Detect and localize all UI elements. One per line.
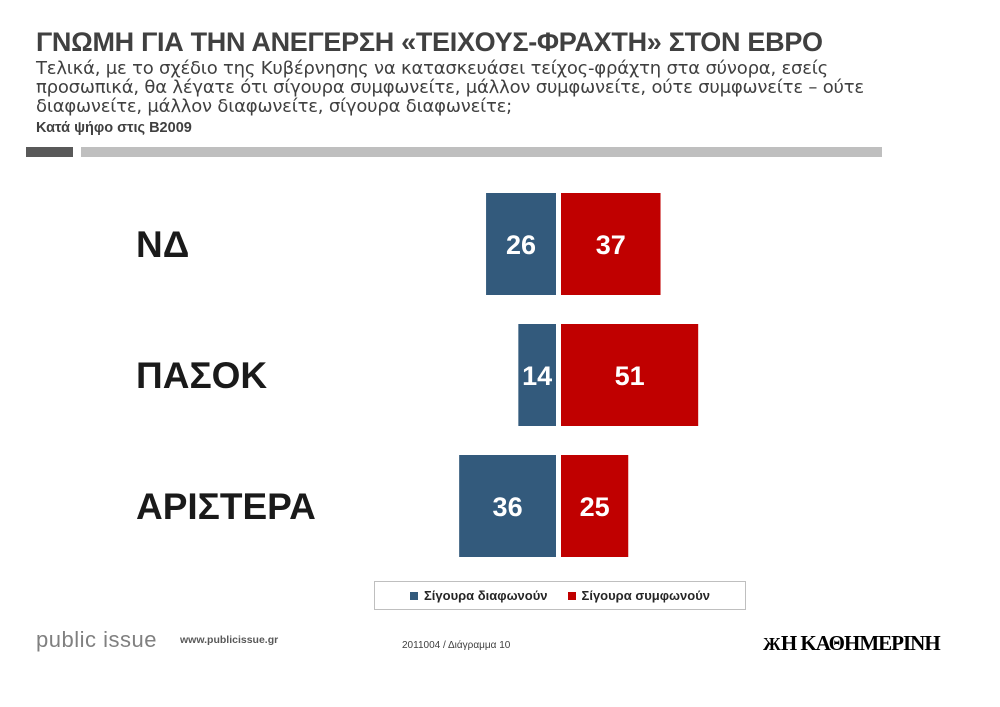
data-label-disagree-2: 36 — [493, 492, 523, 522]
data-label-agree-0: 37 — [596, 230, 626, 260]
data-label-disagree-1: 14 — [522, 361, 552, 391]
newspaper-logo: ЖΗ ΚΑΘΗΜΕΡΙΝΗ — [763, 631, 941, 656]
bar-disagree-2 — [459, 455, 556, 557]
bar-agree-2 — [561, 455, 629, 557]
bar-disagree-1 — [518, 324, 556, 426]
newspaper-name: Η ΚΑΘΗΜΕΡΙΝΗ — [780, 631, 941, 655]
legend-label-disagree: Σίγουρα διαφωνούν — [423, 588, 548, 603]
footer-url-link[interactable]: www.publicissue.gr — [180, 634, 279, 646]
header-rule-light — [81, 147, 882, 157]
legend-swatch-disagree — [409, 591, 418, 600]
diverging-bar-chart: ΝΔ 26 37 ΠΑΣΟΚ 14 51 ΑΡΙΣΤΕΡΑ 36 25 — [136, 193, 699, 557]
footer-diagram-code: 2011004 / Διάγραμμα 10 — [402, 640, 511, 651]
chart-subtitle: Τελικά, με το σχέδιο της Κυβέρνησης να κ… — [36, 58, 864, 117]
data-label-agree-2: 25 — [580, 492, 610, 522]
legend-label-agree: Σίγουρα συμφωνούν — [581, 588, 710, 603]
bar-agree-1 — [561, 324, 699, 426]
footer-brand-logo: public issue — [36, 627, 157, 652]
chart-legend: Σίγουρα διαφωνούν Σίγουρα συμφωνούν — [374, 581, 746, 610]
category-label-1: ΠΑΣΟΚ — [136, 355, 267, 396]
category-label-0: ΝΔ — [136, 224, 189, 265]
legend-item-agree: Σίγουρα συμφωνούν — [567, 588, 710, 603]
category-label-2: ΑΡΙΣΤΕΡΑ — [136, 486, 316, 527]
header-rule-dark — [26, 147, 73, 157]
chart-basis-note: Κατά ψήφο στις Β2009 — [36, 120, 192, 136]
legend-swatch-agree — [567, 591, 576, 600]
legend-item-disagree: Σίγουρα διαφωνούν — [409, 588, 548, 603]
chart-title: ΓΝΩΜΗ ΓΙΑ ΤΗΝ ΑΝΕΓΕΡΣΗ «ΤΕΙΧΟΥΣ-ΦΡΑΧΤΗ» … — [36, 27, 823, 57]
data-label-disagree-0: 26 — [506, 230, 536, 260]
newspaper-mark-icon: Ж — [763, 634, 781, 654]
data-label-agree-1: 51 — [615, 361, 645, 391]
bar-agree-0 — [561, 193, 661, 295]
bar-disagree-0 — [486, 193, 556, 295]
